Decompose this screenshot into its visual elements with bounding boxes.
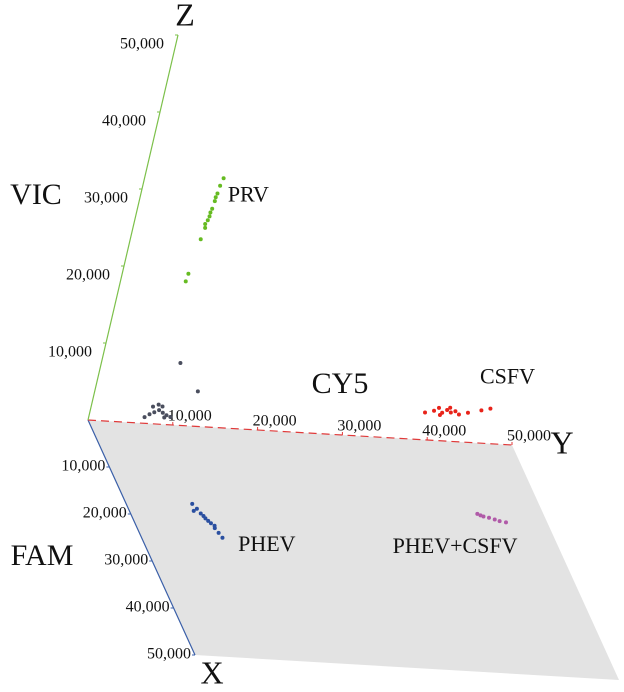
- cluster-label: PHEV+CSFV: [393, 533, 518, 558]
- cluster-label: PHEV: [238, 531, 296, 556]
- x-axis-letter: X: [200, 654, 223, 690]
- y-tick-label: 20,000: [253, 413, 297, 430]
- x-axis-label: FAM: [11, 539, 74, 572]
- x-tick-label: 40,000: [126, 599, 170, 616]
- data-point: [151, 404, 156, 409]
- z-tick-label: 30,000: [84, 190, 128, 207]
- data-point: [478, 513, 483, 518]
- data-point: [205, 218, 210, 223]
- data-point: [220, 535, 225, 540]
- data-point: [156, 402, 161, 407]
- z-tick-label: 20,000: [66, 267, 110, 284]
- x-tick-label: 20,000: [83, 505, 127, 522]
- cluster-label: PRV: [228, 182, 269, 207]
- data-point: [453, 409, 458, 414]
- data-point: [215, 191, 220, 196]
- data-point: [218, 183, 223, 188]
- data-point: [160, 404, 165, 409]
- z-tick-label: 40,000: [102, 113, 146, 130]
- data-point: [448, 405, 453, 410]
- z-axis-letter: Z: [175, 0, 195, 32]
- cluster-label: CSFV: [480, 363, 535, 388]
- data-point: [198, 511, 203, 516]
- x-axis-line: [87, 419, 196, 656]
- data-point: [142, 415, 147, 420]
- y-tick-label: 30,000: [337, 418, 381, 435]
- data-point: [456, 412, 461, 417]
- data-point: [157, 408, 162, 413]
- data-point: [432, 408, 437, 413]
- data-point: [479, 408, 484, 413]
- data-point: [423, 410, 428, 415]
- data-point: [213, 195, 218, 200]
- data-point: [178, 361, 183, 365]
- data-point: [186, 271, 191, 276]
- data-point: [203, 516, 208, 521]
- data-point: [488, 406, 493, 411]
- plane-layer: [87, 34, 619, 680]
- data-point: [437, 405, 441, 410]
- x-tick-label: 10,000: [61, 458, 105, 475]
- data-point: [190, 501, 195, 506]
- x-tick-label: 30,000: [104, 552, 148, 569]
- data-point: [487, 515, 492, 520]
- data-point: [437, 412, 442, 417]
- data-point: [221, 176, 226, 181]
- data-point: [208, 210, 213, 215]
- x-tick-label: 50,000: [147, 646, 191, 663]
- data-point: [212, 199, 217, 204]
- y-tick-label: 10,000: [168, 408, 212, 425]
- data-point: [168, 415, 173, 420]
- y-tick-label: 50,000: [507, 428, 551, 445]
- z-axis-line: [87, 34, 179, 421]
- data-point: [147, 412, 152, 417]
- data-point: [445, 407, 450, 412]
- data-point: [160, 410, 165, 415]
- data-point: [210, 206, 215, 211]
- data-point: [198, 237, 203, 242]
- data-point: [195, 389, 200, 394]
- z-tick-label: 50,000: [120, 36, 164, 53]
- data-point: [203, 221, 208, 226]
- z-tick-label: 10,000: [48, 344, 92, 361]
- y-tick-label: 40,000: [422, 423, 466, 440]
- data-point: [206, 518, 211, 523]
- data-point: [191, 508, 196, 513]
- floor-plane: [88, 420, 619, 680]
- data-point: [212, 523, 217, 528]
- data-point: [492, 517, 497, 522]
- data-point: [216, 530, 221, 535]
- data-point: [497, 519, 502, 524]
- data-point: [503, 520, 508, 525]
- data-point: [203, 225, 208, 230]
- data-point: [208, 521, 213, 526]
- data-point: [183, 279, 188, 284]
- data-point: [152, 410, 157, 415]
- data-point: [162, 415, 167, 420]
- data-point: [475, 511, 480, 516]
- y-axis-label: CY5: [312, 367, 369, 400]
- y-axis-letter: Y: [550, 424, 573, 460]
- data-point: [194, 506, 199, 511]
- data-point: [207, 214, 212, 219]
- data-point: [448, 410, 453, 415]
- data-point: [465, 410, 470, 415]
- y-axis-line: [87, 419, 513, 446]
- z-axis-label: VIC: [10, 178, 62, 211]
